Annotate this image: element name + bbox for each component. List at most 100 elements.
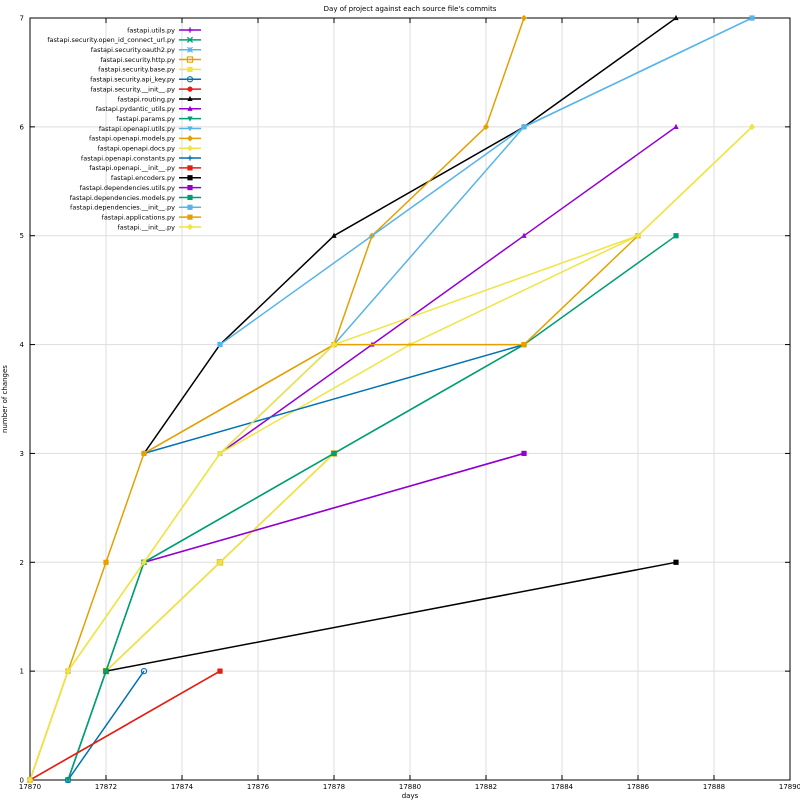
x-tick-label: 17884 — [551, 783, 574, 791]
chart-title: Day of project against each source file'… — [324, 5, 497, 13]
legend-item: fastapi.openapi.docs.py — [98, 145, 201, 153]
legend-label: fastapi.security.api_key.py — [90, 76, 175, 84]
data-point — [482, 123, 490, 130]
legend: fastapi.utils.py fastapi.security.open_id… — [47, 26, 201, 231]
data-point — [217, 341, 223, 348]
legend-item: fastapi.utils.py — [127, 26, 201, 34]
legend-item: fastapi.security.api_key.py — [90, 76, 201, 84]
data-point — [103, 559, 109, 565]
data-point — [140, 667, 148, 675]
legend-label: fastapi.openapi.constants.py — [81, 154, 175, 162]
data-point — [521, 341, 527, 348]
legend-swatch-marker — [186, 145, 194, 152]
legend-label: fastapi.pydantic_utils.py — [96, 105, 175, 113]
y-tick-label: 1 — [20, 668, 24, 676]
series-fastapi-init-py — [26, 123, 756, 784]
legend-swatch-marker — [187, 165, 193, 171]
legend-label: fastapi.params.py — [116, 115, 175, 123]
data-point — [673, 559, 679, 565]
legend-label: fastapi.openapi.models.py — [89, 135, 175, 143]
legend-label: fastapi.applications.py — [102, 213, 176, 221]
data-point — [749, 15, 755, 21]
data-point — [216, 450, 224, 457]
x-tick-label: 17872 — [95, 783, 117, 791]
data-point — [26, 776, 34, 784]
series-line — [143, 452, 525, 564]
x-tick-label: 17874 — [171, 783, 194, 791]
series-fastapi-dependencies-init-py — [217, 15, 755, 348]
y-tick-label: 3 — [20, 450, 24, 458]
legend-item: fastapi.security.oauth2.py — [91, 46, 201, 54]
legend-item: fastapi.security.base.py — [98, 66, 201, 74]
legend-item: fastapi.security.http.py — [100, 56, 201, 64]
legend-label: fastapi.security.__init__.py — [90, 85, 175, 93]
legend-label: fastapi.__init__.py — [117, 223, 175, 231]
legend-swatch-marker — [187, 105, 193, 111]
legend-label: fastapi.security.oauth2.py — [91, 46, 175, 54]
legend-item: fastapi.openapi.models.py — [89, 135, 201, 143]
legend-item: fastapi.security.open_id_connect_url.py — [47, 36, 201, 44]
legend-label: fastapi.encoders.py — [111, 174, 175, 182]
series-line — [67, 670, 145, 781]
x-tick-label: 17870 — [19, 783, 41, 791]
data-point — [673, 233, 679, 239]
legend-swatch-marker — [187, 175, 193, 181]
axis-ticks: 17870 17872 17874 17876 17878 17880 17882 17884… — [19, 15, 800, 792]
legend-swatch-marker — [187, 155, 193, 161]
data-point — [673, 14, 679, 21]
legend-label: fastapi.openapi.utils.py — [99, 125, 175, 133]
data-point — [521, 450, 527, 457]
legend-label: fastapi.openapi.docs.py — [98, 145, 176, 153]
legend-swatch-marker — [187, 214, 193, 220]
data-point — [331, 232, 337, 238]
legend-swatch-marker — [186, 223, 194, 231]
legend-item: fastapi.applications.py — [102, 213, 201, 221]
legend-item: fastapi.routing.py — [118, 95, 201, 103]
legend-swatch-marker — [186, 135, 194, 142]
series-line — [219, 126, 677, 455]
series-line — [29, 670, 221, 781]
legend-swatch-marker — [187, 66, 193, 72]
series-line — [105, 561, 677, 672]
data-point — [331, 450, 337, 457]
data-point — [673, 123, 679, 129]
data-point — [521, 232, 527, 238]
y-tick-label: 2 — [20, 559, 24, 567]
x-tick-label: 17886 — [627, 783, 650, 791]
data-point — [634, 232, 642, 239]
series-line — [143, 343, 525, 455]
legend-swatch-marker — [187, 185, 193, 191]
legend-swatch-marker — [187, 116, 193, 122]
legend-swatch-marker — [187, 86, 193, 92]
legend-item: fastapi.params.py — [116, 115, 201, 123]
legend-label: fastapi.dependencies.utils.py — [80, 184, 175, 192]
legend-label: fastapi.security.base.py — [98, 66, 175, 74]
x-tick-label: 17888 — [703, 783, 725, 791]
grid-lines — [30, 18, 790, 780]
legend-label: fastapi.security.http.py — [100, 56, 175, 64]
y-tick-label: 6 — [20, 123, 25, 131]
legend-item: fastapi.dependencies.utils.py — [80, 184, 201, 192]
legend-label: fastapi.dependencies.__init__.py — [70, 204, 175, 212]
legend-swatch-marker — [187, 126, 193, 132]
data-point — [140, 559, 148, 566]
x-tick-label: 17876 — [247, 783, 270, 791]
x-tick-label: 17878 — [323, 783, 345, 791]
legend-swatch-marker — [187, 204, 193, 210]
x-tick-label: 17890 — [779, 783, 800, 791]
legend-item: fastapi.openapi.__init__.py — [89, 164, 201, 172]
data-point — [521, 124, 527, 130]
data-point — [330, 341, 338, 348]
y-tick-label: 7 — [20, 15, 24, 23]
legend-label: fastapi.utils.py — [127, 26, 175, 34]
legend-item: fastapi.security.__init__.py — [90, 85, 201, 93]
data-point — [64, 668, 72, 675]
legend-item: fastapi.openapi.utils.py — [99, 125, 201, 133]
legend-swatch-marker — [186, 36, 194, 43]
legend-swatch-marker — [186, 76, 194, 83]
legend-swatch-marker — [187, 46, 193, 53]
data-point — [217, 668, 223, 674]
legend-item: fastapi.encoders.py — [111, 174, 201, 182]
data-series — [26, 14, 756, 784]
